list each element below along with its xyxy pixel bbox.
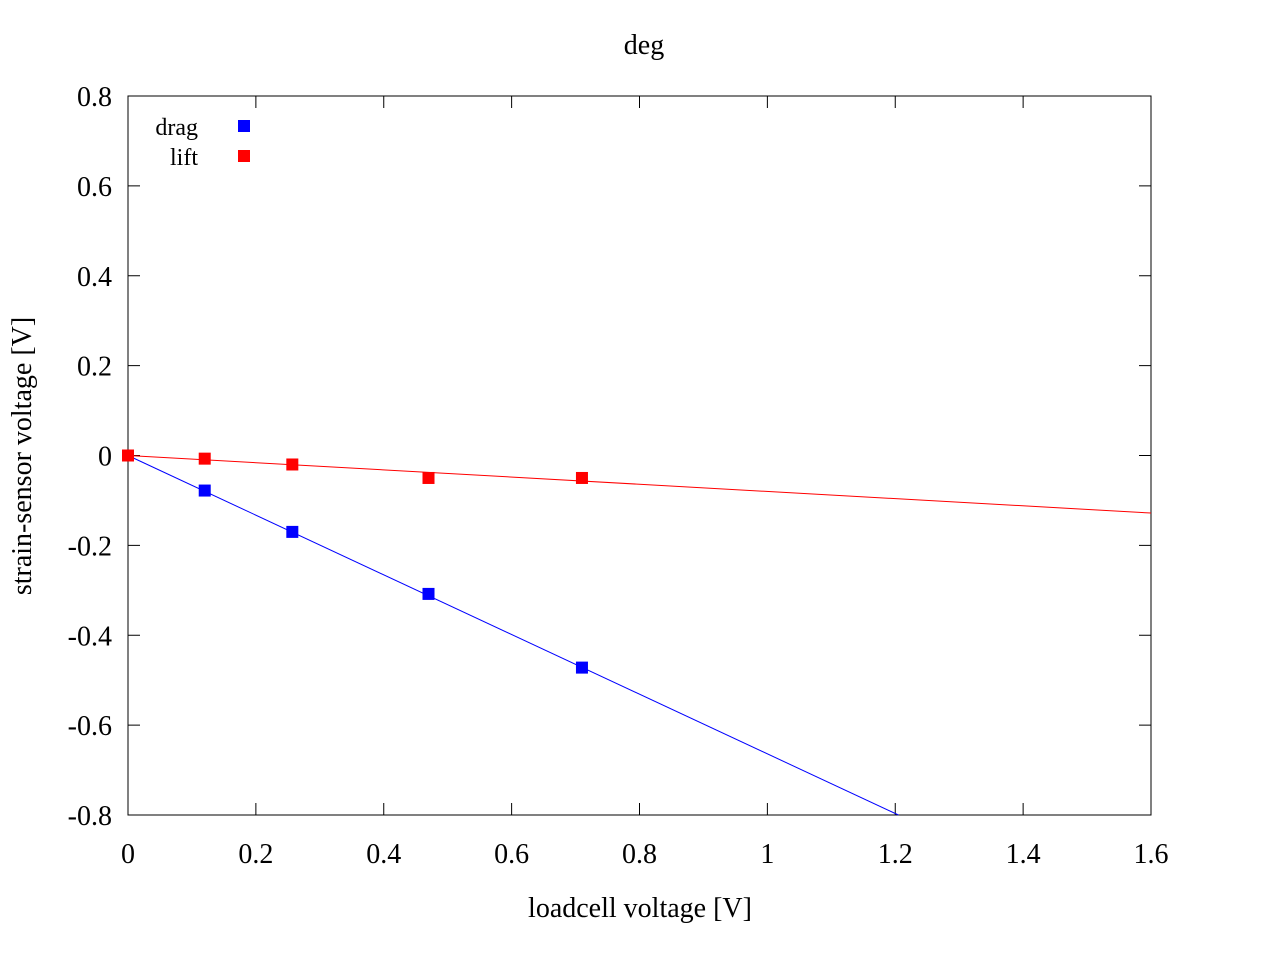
plot-frame [127, 95, 1152, 816]
data-point-lift [575, 471, 588, 484]
fit-line-drag [127, 455, 899, 816]
data-point-lift [122, 449, 134, 462]
legend-marker-lift [238, 150, 250, 162]
y-tick-label: -0.8 [68, 801, 112, 832]
y-tick-label: 0.8 [77, 82, 112, 113]
x-tick-label: 0.2 [238, 839, 273, 870]
y-tick-label: 0.6 [77, 172, 112, 203]
x-tick-label: 1 [760, 839, 774, 870]
legend-marker-drag [238, 120, 250, 132]
x-axis-label: loadcell voltage [V] [528, 893, 752, 924]
data-point-lift [422, 471, 435, 484]
y-tick-label: -0.4 [68, 621, 112, 652]
x-tick-label: 0.6 [494, 839, 529, 870]
data-point-drag [198, 484, 211, 497]
data-point-drag [575, 661, 588, 674]
fit-lines [127, 455, 1152, 816]
x-tick-label: 0.4 [366, 839, 401, 870]
x-tick-label: 1.6 [1134, 839, 1169, 870]
y-tick-label: 0.4 [77, 262, 112, 293]
y-tick-label: 0.2 [77, 352, 112, 383]
legend-label-lift: lift [170, 145, 198, 171]
x-tick-label: 1.4 [1006, 839, 1041, 870]
data-points [122, 449, 588, 674]
legend: drag lift [155, 115, 250, 171]
chart-title: deg [624, 30, 664, 61]
x-axis: 0 0.2 0.4 0.6 0.8 1 1.2 1.4 1.6 [121, 96, 1169, 870]
x-tick-label: 1.2 [878, 839, 913, 870]
legend-label-drag: drag [155, 115, 198, 141]
y-tick-label: 0 [98, 442, 112, 473]
data-point-drag [286, 525, 299, 538]
y-tick-label: -0.6 [68, 711, 112, 742]
y-tick-label: -0.2 [68, 531, 112, 562]
data-point-lift [286, 458, 299, 471]
x-tick-label: 0.8 [622, 839, 657, 870]
fit-line-lift [127, 455, 1152, 514]
x-tick-label: 0 [121, 839, 135, 870]
y-axis-label: strain-sensor voltage [V] [7, 317, 38, 595]
y-axis: -0.8 -0.6 -0.4 -0.2 0 0.2 0.4 0.6 0.8 [68, 82, 1151, 832]
data-point-drag [422, 587, 435, 600]
data-point-lift [198, 452, 211, 465]
